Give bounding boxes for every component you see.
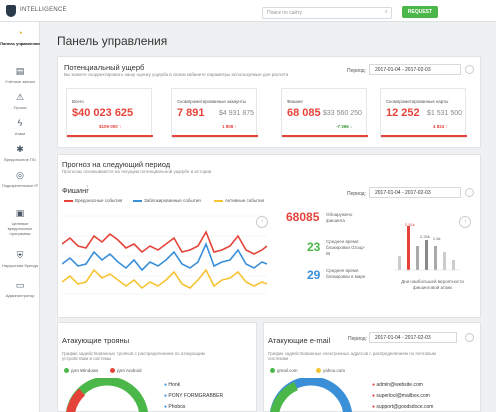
stat-detected-value: 68085 bbox=[286, 210, 320, 224]
trojans-card bbox=[57, 322, 257, 412]
forecast-title: Прогноз на следующий период bbox=[62, 160, 171, 169]
list-item: ● admin@website.com bbox=[372, 382, 423, 388]
request-button[interactable]: REQUEST bbox=[402, 6, 438, 18]
stat-world-value: 29 bbox=[307, 268, 321, 282]
kpi-compromised-cards: Скомпрометированные карты 12 252 $1 531 … bbox=[380, 88, 467, 138]
logo bbox=[6, 5, 16, 17]
sidebar-item-brand[interactable]: ⛨ Нарушения бренда bbox=[2, 250, 38, 268]
brand-name: INTELLIGENCE bbox=[20, 7, 67, 13]
top-bar: INTELLIGENCE Поиск по сайту ⌕ REQUEST bbox=[0, 0, 496, 22]
weekday-bar-chart bbox=[394, 226, 460, 271]
kpi-total: Всего $40 023 625 $109 000 ↑ bbox=[66, 88, 153, 138]
emails-title: Атакующие e-mail bbox=[268, 336, 331, 345]
emails-subtitle: График задействованных электронных адрес… bbox=[268, 351, 436, 361]
visibility-icon[interactable] bbox=[465, 333, 474, 342]
bar-chart-caption: Дни наибольшей вероятности фишинговой ат… bbox=[401, 279, 464, 290]
admin-icon: ▭ bbox=[15, 280, 25, 290]
damage-title: Потенциальный ущерб bbox=[64, 63, 145, 72]
brand-icon: ⛨ bbox=[16, 250, 24, 260]
legend-blocked: Заблокированные события bbox=[133, 198, 201, 203]
chart-play-icon[interactable]: ↑ bbox=[459, 216, 471, 228]
sidebar-item-targeted-malware[interactable]: ▣ Целевые вредоносные программы bbox=[7, 208, 33, 236]
period-input[interactable]: 2017-01-04 - 2017-02-03 bbox=[369, 64, 461, 75]
forecast-subtitle: Прогнозы основываются на текущем потенци… bbox=[62, 169, 212, 174]
search-icon: ⌕ bbox=[384, 9, 388, 15]
list-item: ● Honk bbox=[164, 382, 181, 388]
kpi-total-value: $40 023 625 bbox=[72, 107, 134, 119]
damage-subtitle: Вы можете скорректировать нашу оценку ущ… bbox=[64, 72, 289, 77]
dashboard-icon: ◔ bbox=[17, 28, 23, 38]
kpi-total-delta: $109 000 ↑ bbox=[99, 124, 122, 129]
phishing-title: Фишинг bbox=[62, 186, 89, 195]
visibility-icon[interactable] bbox=[465, 65, 474, 74]
phishing-period-input[interactable]: 2017-01-04 - 2017-02-03 bbox=[369, 187, 461, 198]
list-item: ● support@goodsdoce.com bbox=[372, 404, 434, 410]
sidebar-item-dashboard[interactable]: ◔ Панель управления bbox=[0, 28, 40, 46]
sidebar-item-suspicious-ip[interactable]: ◎ Подозрительные IP bbox=[1, 170, 39, 188]
stat-groupib-value: 23 bbox=[307, 240, 321, 254]
threats-icon: ⚠ bbox=[15, 92, 25, 102]
search-input[interactable]: Поиск по сайту ⌕ bbox=[262, 7, 392, 19]
emails-donut bbox=[269, 378, 353, 412]
kpi-compromised-accounts: Скомпрометированные аккаунты 7 891 $4 93… bbox=[171, 88, 258, 138]
list-item: ● PONY FORMGRABBER bbox=[164, 393, 224, 399]
trojans-subtitle: График задействованных троянов с распред… bbox=[62, 351, 205, 361]
legend-malicious: Вредоносные события bbox=[64, 198, 122, 203]
kpi-phishing: Фишинг 68 085 $33 560 250 -7 366 ↓ bbox=[281, 88, 368, 138]
emails-period-input[interactable]: 2017-01-04 - 2017-02-03 bbox=[369, 332, 457, 343]
sidebar-item-threats[interactable]: ⚠ Угрозы bbox=[13, 92, 27, 110]
attacks-icon: ϟ bbox=[17, 118, 23, 128]
list-item: ● superlool@mailbox.com bbox=[372, 393, 430, 399]
visibility-icon[interactable] bbox=[465, 188, 474, 197]
list-item: ● Phobos bbox=[164, 404, 186, 410]
sidebar: ◔ Панель управления ▤ Учётные записи ⚠ Угро… bbox=[0, 22, 40, 412]
legend-active: Активные события bbox=[214, 198, 264, 203]
phishing-line-chart bbox=[62, 215, 268, 295]
sidebar-item-attacks[interactable]: ϟ Атаки bbox=[14, 118, 26, 136]
sidebar-item-malware[interactable]: ✱ Вредоносное ПО bbox=[4, 144, 36, 162]
trojans-donut bbox=[65, 378, 149, 412]
trojans-title: Атакующие трояны bbox=[62, 336, 130, 345]
sidebar-item-accounts[interactable]: ▤ Учётные записи bbox=[5, 66, 35, 84]
malware-icon: ✱ bbox=[16, 144, 24, 154]
accounts-icon: ▤ bbox=[15, 66, 25, 76]
targeted-malware-icon: ▣ bbox=[15, 208, 25, 218]
sidebar-item-admin[interactable]: ▭ Администратор bbox=[5, 280, 35, 298]
period-label: Период: bbox=[347, 68, 366, 74]
ip-icon: ◎ bbox=[16, 170, 24, 180]
chart-play-icon[interactable]: ↑ bbox=[256, 216, 268, 228]
page-title: Панель управления bbox=[57, 34, 168, 48]
